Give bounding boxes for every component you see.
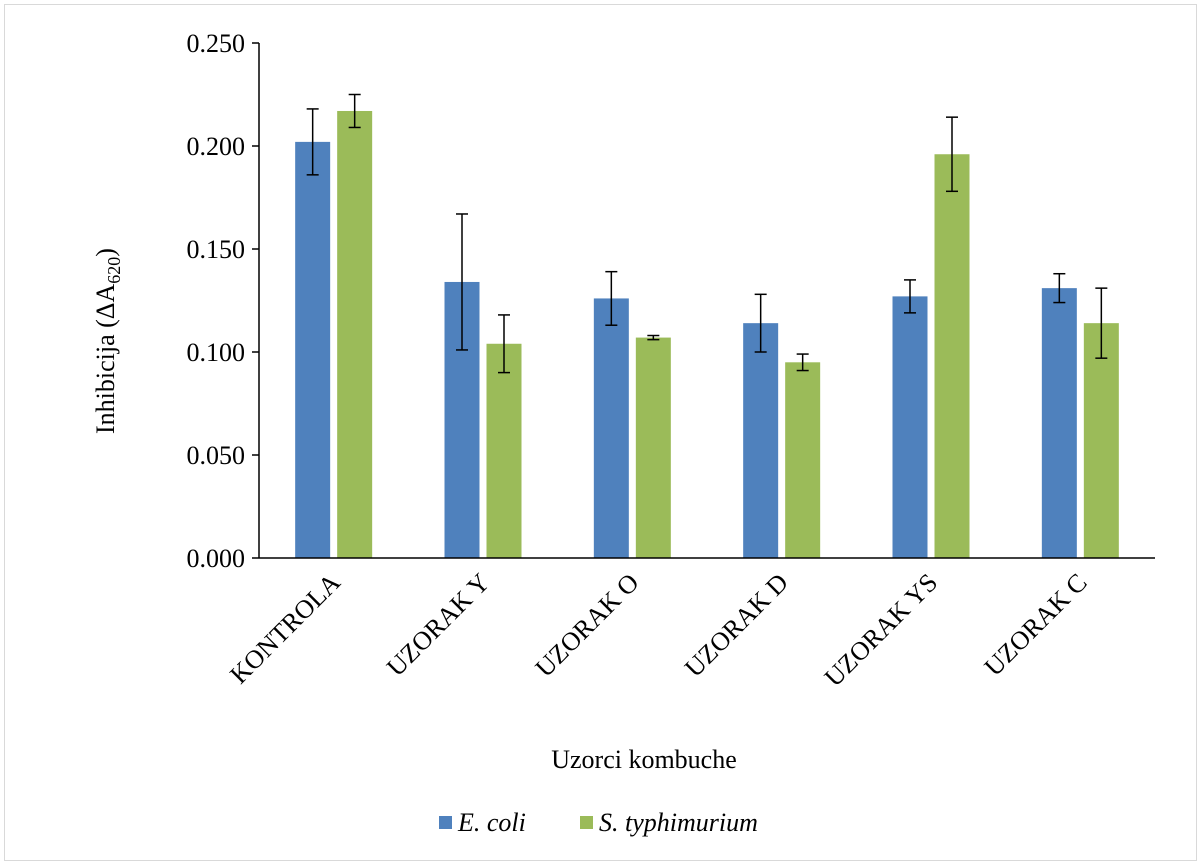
bar-styphimurium [337, 110, 373, 558]
y-tick-label: 0.100 [187, 338, 246, 367]
legend-label: S. typhimurium [599, 808, 758, 837]
bar-ecoli [593, 298, 629, 558]
y-tick-label: 0.200 [187, 132, 246, 161]
legend-swatch [580, 816, 593, 829]
x-category-label: UZORAK C [979, 568, 1093, 682]
y-tick-label: 0.150 [187, 235, 246, 264]
x-category-label: UZORAK Y [381, 568, 495, 682]
y-tick-label: 0.000 [187, 544, 246, 573]
x-category-label: UZORAK YS [819, 568, 944, 693]
x-axis-categories: KONTROLA UZORAK Y UZORAK O UZORAK D UZORAK Y… [224, 568, 1092, 693]
bar-styphimurium [635, 337, 671, 558]
bar-styphimurium [1083, 323, 1119, 558]
x-category-label: UZORAK O [530, 568, 645, 683]
y-tick-label: 0.250 [187, 29, 246, 58]
y-axis-title: Inhibicija (ΔA620) [91, 248, 124, 434]
legend: E. coli S. typhimurium [439, 808, 758, 837]
bar-ecoli [1041, 288, 1077, 558]
x-category-label: KONTROLA [224, 568, 346, 690]
y-tick-label: 0.050 [187, 441, 246, 470]
x-axis-title: Uzorci kombuche [551, 745, 737, 774]
x-category-label: UZORAK D [679, 568, 794, 683]
error-bars-layer [306, 93, 1108, 374]
bar-ecoli [743, 323, 779, 558]
bar-styphimurium [785, 362, 821, 558]
legend-label: E. coli [457, 808, 526, 837]
y-axis-title-close: ) [91, 248, 120, 257]
y-axis-title-subscript: 620 [104, 257, 124, 284]
y-axis-ticks: 0.000 0.050 0.100 0.150 0.200 0.250 [187, 29, 259, 573]
bar-ecoli [295, 141, 331, 558]
bar-styphimurium [934, 154, 970, 559]
legend-swatch [439, 816, 452, 829]
bars-layer [295, 110, 1119, 559]
bar-ecoli [892, 296, 928, 558]
bar-styphimurium [486, 343, 522, 558]
y-axis-title-main: Inhibicija (ΔA [91, 283, 120, 434]
